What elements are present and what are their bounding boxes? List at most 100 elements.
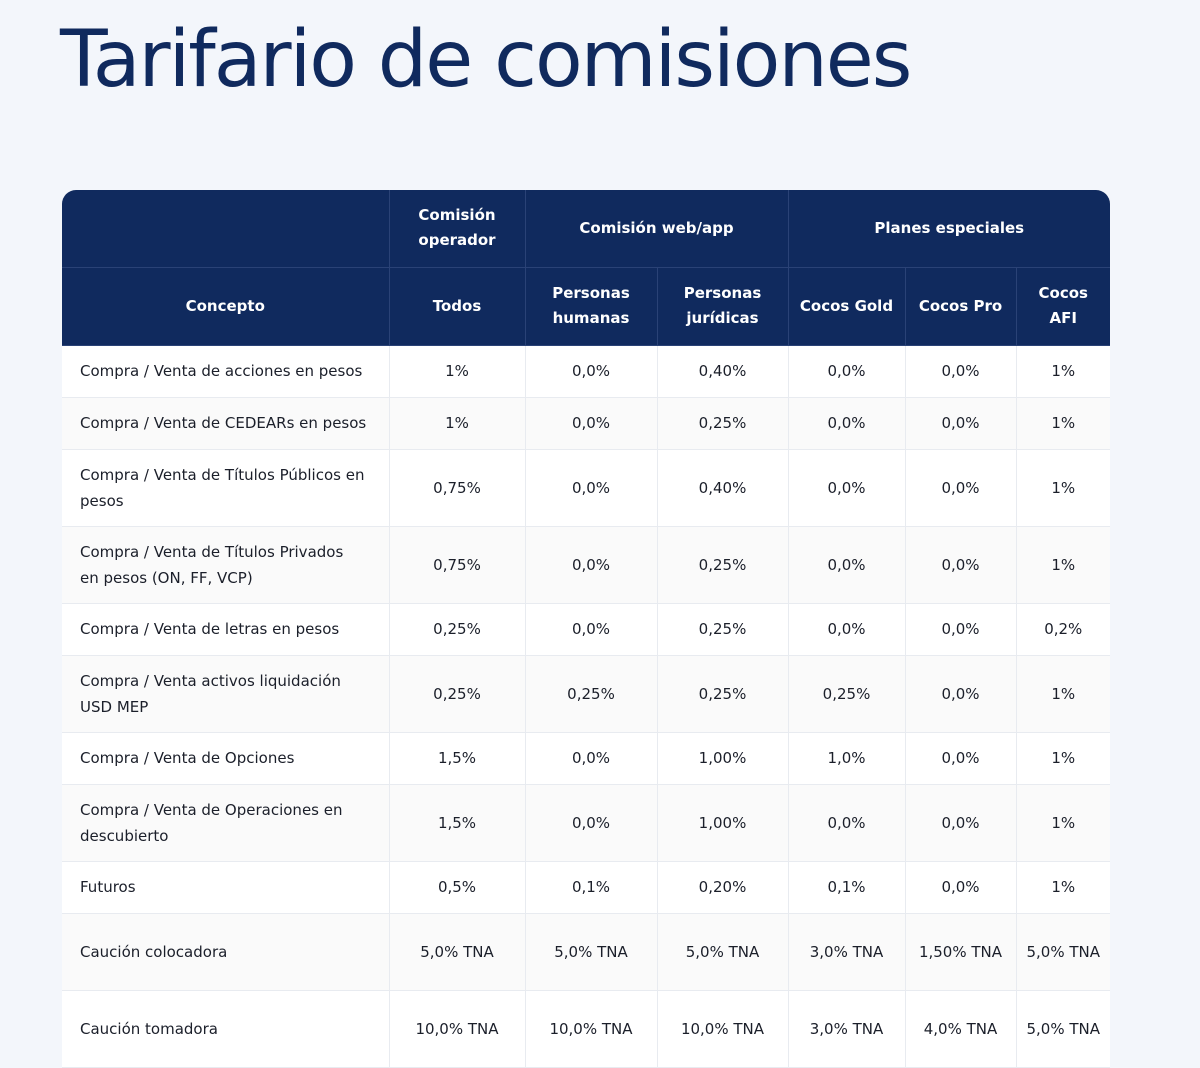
- cell-companies: 0,40%: [657, 345, 789, 398]
- cell-companies: 0,20%: [657, 861, 789, 914]
- cell-companies: 5,0% TNA: [657, 913, 789, 991]
- cell-individuals: 10,0% TNA: [525, 990, 658, 1068]
- cell-pro: 0,0%: [905, 784, 1017, 862]
- cell-all: 0,5%: [389, 861, 526, 914]
- cell-afi: 0,2%: [1016, 603, 1110, 656]
- table-body: Compra / Venta de acciones en pesos 1% 0,0…: [62, 345, 1110, 1068]
- cell-concept: Compra / Venta de Títulos Públicos en pe…: [62, 449, 390, 527]
- cell-concept: Compra / Venta de letras en pesos: [62, 603, 390, 656]
- cell-all: 0,25%: [389, 603, 526, 656]
- cell-companies: 10,0% TNA: [657, 990, 789, 1068]
- cell-concept: Caución tomadora: [62, 990, 390, 1068]
- cell-all: 0,75%: [389, 449, 526, 527]
- cell-afi: 1%: [1016, 784, 1110, 862]
- cell-companies: 0,40%: [657, 449, 789, 527]
- cell-gold: 3,0% TNA: [788, 913, 906, 991]
- table-row: Compra / Venta de Opciones 1,5% 0,0% 1,00% 1…: [62, 732, 1110, 785]
- cell-gold: 0,0%: [788, 603, 906, 656]
- page-title: Tarifario de comisiones: [60, 15, 912, 105]
- commission-table: Comisión operador Comisión web/app Plane…: [62, 190, 1110, 1068]
- cell-pro: 0,0%: [905, 655, 1017, 733]
- table-row: Caución tomadora 10,0% TNA 10,0% TNA 10,0% …: [62, 990, 1110, 1068]
- table-row: Compra / Venta de Títulos Públicos en pe…: [62, 449, 1110, 527]
- cell-all: 1,5%: [389, 784, 526, 862]
- cell-concept: Compra / Venta de Títulos Privados en pe…: [62, 526, 390, 604]
- cell-all: 1,5%: [389, 732, 526, 785]
- cell-all: 0,75%: [389, 526, 526, 604]
- header-all: Todos: [389, 267, 526, 346]
- cell-concept: Compra / Venta de acciones en pesos: [62, 345, 390, 398]
- header-special-plans: Planes especiales: [788, 190, 1110, 268]
- cell-all: 0,25%: [389, 655, 526, 733]
- cell-individuals: 0,1%: [525, 861, 658, 914]
- table-header: Comisión operador Comisión web/app Plane…: [62, 190, 1110, 346]
- cell-gold: 0,1%: [788, 861, 906, 914]
- cell-pro: 0,0%: [905, 861, 1017, 914]
- cell-pro: 0,0%: [905, 397, 1017, 450]
- header-group-row: Comisión operador Comisión web/app Plane…: [62, 190, 1110, 268]
- cell-concept: Compra / Venta activos liquidación USD M…: [62, 655, 390, 733]
- cell-companies: 1,00%: [657, 784, 789, 862]
- header-cocos-pro: Cocos Pro: [905, 267, 1017, 346]
- cell-companies: 0,25%: [657, 655, 789, 733]
- cell-concept: Caución colocadora: [62, 913, 390, 991]
- cell-concept: Compra / Venta de Operaciones en descubi…: [62, 784, 390, 862]
- cell-individuals: 0,25%: [525, 655, 658, 733]
- cell-companies: 0,25%: [657, 603, 789, 656]
- cell-pro: 0,0%: [905, 526, 1017, 604]
- cell-individuals: 0,0%: [525, 397, 658, 450]
- cell-gold: 0,25%: [788, 655, 906, 733]
- cell-gold: 0,0%: [788, 345, 906, 398]
- cell-pro: 0,0%: [905, 603, 1017, 656]
- cell-companies: 0,25%: [657, 397, 789, 450]
- table-row: Compra / Venta de Títulos Privados en pe…: [62, 526, 1110, 604]
- header-cocos-gold: Cocos Gold: [788, 267, 906, 346]
- cell-afi: 5,0% TNA: [1016, 990, 1110, 1068]
- header-concept: Concepto: [62, 267, 390, 346]
- cell-individuals: 0,0%: [525, 603, 658, 656]
- cell-pro: 1,50% TNA: [905, 913, 1017, 991]
- cell-afi: 1%: [1016, 732, 1110, 785]
- cell-individuals: 0,0%: [525, 732, 658, 785]
- header-column-row: Concepto Todos Personas humanas Personas…: [62, 267, 1110, 346]
- cell-pro: 0,0%: [905, 345, 1017, 398]
- cell-pro: 4,0% TNA: [905, 990, 1017, 1068]
- table-row: Caución colocadora 5,0% TNA 5,0% TNA 5,0% T…: [62, 913, 1110, 991]
- table-row: Compra / Venta activos liquidación USD M…: [62, 655, 1110, 733]
- table-row: Futuros 0,5% 0,1% 0,20% 0,1% 0,0% 1%: [62, 861, 1110, 914]
- cell-afi: 1%: [1016, 655, 1110, 733]
- header-cocos-afi: Cocos AFI: [1016, 267, 1110, 346]
- cell-all: 10,0% TNA: [389, 990, 526, 1068]
- cell-afi: 1%: [1016, 449, 1110, 527]
- table-row: Compra / Venta de acciones en pesos 1% 0,0…: [62, 345, 1110, 398]
- commission-table-container: Comisión operador Comisión web/app Plane…: [62, 190, 1110, 1068]
- cell-all: 1%: [389, 345, 526, 398]
- cell-individuals: 5,0% TNA: [525, 913, 658, 991]
- cell-pro: 0,0%: [905, 449, 1017, 527]
- cell-individuals: 0,0%: [525, 526, 658, 604]
- cell-individuals: 0,0%: [525, 449, 658, 527]
- cell-afi: 1%: [1016, 345, 1110, 398]
- cell-concept: Compra / Venta de CEDEARs en pesos: [62, 397, 390, 450]
- cell-all: 1%: [389, 397, 526, 450]
- cell-afi: 5,0% TNA: [1016, 913, 1110, 991]
- cell-afi: 1%: [1016, 397, 1110, 450]
- header-empty-cell: [62, 190, 390, 268]
- table-row: Compra / Venta de Operaciones en descubi…: [62, 784, 1110, 862]
- cell-concept: Compra / Venta de Opciones: [62, 732, 390, 785]
- header-companies: Personas jurídicas: [657, 267, 789, 346]
- cell-all: 5,0% TNA: [389, 913, 526, 991]
- cell-gold: 0,0%: [788, 526, 906, 604]
- cell-gold: 0,0%: [788, 784, 906, 862]
- cell-gold: 0,0%: [788, 397, 906, 450]
- cell-afi: 1%: [1016, 526, 1110, 604]
- cell-gold: 3,0% TNA: [788, 990, 906, 1068]
- cell-gold: 0,0%: [788, 449, 906, 527]
- header-operator-commission: Comisión operador: [389, 190, 526, 268]
- table-row: Compra / Venta de letras en pesos 0,25% 0,…: [62, 603, 1110, 656]
- cell-pro: 0,0%: [905, 732, 1017, 785]
- header-web-app-commission: Comisión web/app: [525, 190, 789, 268]
- cell-individuals: 0,0%: [525, 345, 658, 398]
- cell-companies: 1,00%: [657, 732, 789, 785]
- cell-companies: 0,25%: [657, 526, 789, 604]
